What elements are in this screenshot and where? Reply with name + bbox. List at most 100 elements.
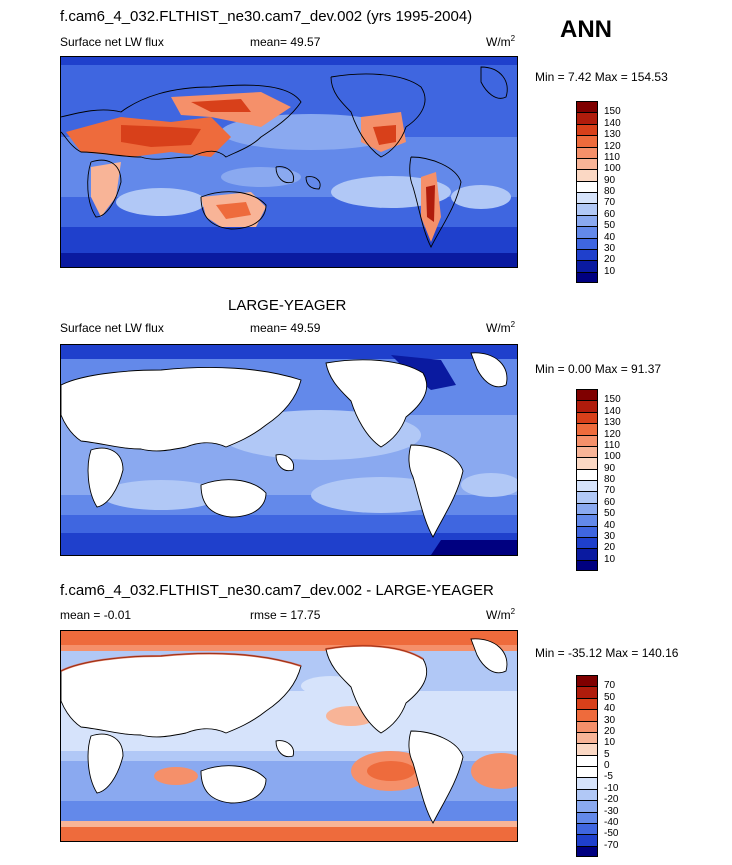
colorbar-tick-label: 90 bbox=[604, 174, 616, 186]
colorbar-swatch bbox=[577, 812, 597, 824]
colorbar-tick-label: -40 bbox=[604, 816, 619, 828]
panel-2-map bbox=[60, 344, 518, 556]
colorbar-swatch bbox=[577, 238, 597, 250]
colorbar-swatch bbox=[577, 458, 597, 470]
colorbar-tick-label: 30 bbox=[604, 530, 616, 542]
colorbar-tick-label: 110 bbox=[604, 439, 620, 451]
colorbar-tick-label: 60 bbox=[604, 496, 616, 508]
colorbar-tick-label: 120 bbox=[604, 428, 621, 440]
colorbar-tick-label: 100 bbox=[604, 451, 621, 463]
colorbar-swatch bbox=[577, 272, 597, 282]
colorbar-tick-label: -50 bbox=[604, 828, 619, 840]
colorbar-swatch bbox=[577, 537, 597, 550]
colorbar-swatch bbox=[577, 503, 597, 516]
colorbar-swatch bbox=[577, 158, 597, 171]
colorbar-tick-label: 20 bbox=[604, 725, 616, 737]
colorbar-swatch bbox=[577, 778, 597, 790]
colorbar-tick-label: 120 bbox=[604, 140, 621, 152]
panel-3-units: W/m2 bbox=[486, 607, 516, 622]
colorbar-tick-label: 40 bbox=[604, 519, 616, 531]
colorbar-tick-label: 150 bbox=[604, 106, 621, 118]
panel-1-minmax: Min = 7.42 Max = 154.53 bbox=[535, 70, 668, 84]
colorbar-swatch bbox=[577, 193, 597, 205]
panel-3-minmax: Min = -35.12 Max = 140.16 bbox=[535, 646, 679, 660]
panel-1-map bbox=[60, 56, 518, 268]
colorbar-tick-label: 10 bbox=[604, 737, 616, 749]
colorbar-swatch bbox=[577, 767, 597, 779]
colorbar-tick-label: 140 bbox=[604, 117, 621, 129]
colorbar-swatch bbox=[577, 249, 597, 262]
colorbar-swatch bbox=[577, 721, 597, 733]
panel-2-mean: mean= 49.59 bbox=[250, 321, 321, 335]
colorbar-swatch bbox=[577, 515, 597, 527]
colorbar-swatch bbox=[577, 181, 597, 193]
colorbar-swatch bbox=[577, 102, 597, 114]
colorbar-swatch bbox=[577, 676, 597, 688]
colorbar-swatch bbox=[577, 823, 597, 836]
panel-3-rmse: rmse = 17.75 bbox=[250, 608, 321, 622]
colorbar-tick-label: 5 bbox=[604, 748, 610, 760]
colorbar-swatch bbox=[577, 215, 597, 228]
colorbar-swatch bbox=[577, 390, 597, 402]
panel-1-mean: mean= 49.57 bbox=[250, 35, 321, 49]
colorbar-swatch bbox=[577, 227, 597, 239]
colorbar-tick-label: 130 bbox=[604, 417, 621, 429]
colorbar-swatch bbox=[577, 755, 597, 767]
colorbar-swatch bbox=[577, 113, 597, 125]
colorbar-swatch bbox=[577, 446, 597, 459]
colorbar-swatch bbox=[577, 560, 597, 570]
panel-2-units: W/m2 bbox=[486, 320, 516, 335]
colorbar-tick-label: -20 bbox=[604, 794, 619, 806]
colorbar-tick-label: 50 bbox=[604, 508, 616, 520]
panel-3-title: f.cam6_4_032.FLTHIST_ne30.cam7_dev.002 -… bbox=[60, 582, 494, 599]
colorbar-tick-label: 130 bbox=[604, 129, 621, 141]
colorbar-tick-label: 50 bbox=[604, 220, 616, 232]
colorbar-tick-label: 70 bbox=[604, 485, 616, 497]
colorbar-tick-label: -30 bbox=[604, 805, 619, 817]
colorbar-tick-label: 80 bbox=[604, 474, 616, 485]
colorbar-tick-label: 60 bbox=[604, 208, 616, 220]
colorbar-swatch bbox=[577, 401, 597, 413]
colorbar-swatch bbox=[577, 412, 597, 425]
colorbar-swatch bbox=[577, 835, 597, 847]
colorbar-tick-label: 40 bbox=[604, 231, 616, 243]
panel-3-colorbar bbox=[576, 675, 598, 857]
colorbar-swatch bbox=[577, 526, 597, 538]
colorbar-swatch bbox=[577, 549, 597, 561]
colorbar-tick-label: 80 bbox=[604, 186, 616, 197]
panel-2-colorbar bbox=[576, 389, 598, 571]
colorbar-tick-label: -10 bbox=[604, 782, 619, 794]
colorbar-swatch bbox=[577, 789, 597, 802]
colorbar-tick-label: 150 bbox=[604, 394, 621, 406]
panel-1-title: f.cam6_4_032.FLTHIST_ne30.cam7_dev.002 (… bbox=[60, 8, 473, 25]
colorbar-swatch bbox=[577, 687, 597, 699]
panel-1-colorbar bbox=[576, 101, 598, 283]
colorbar-swatch bbox=[577, 124, 597, 137]
colorbar-swatch bbox=[577, 424, 597, 436]
panel-3-mean: mean = -0.01 bbox=[60, 608, 132, 622]
colorbar-tick-label: 0 bbox=[604, 760, 610, 771]
colorbar-tick-label: 50 bbox=[604, 691, 616, 703]
colorbar-tick-label: 40 bbox=[604, 703, 616, 715]
colorbar-tick-label: -70 bbox=[604, 839, 619, 851]
colorbar-swatch bbox=[577, 492, 597, 504]
colorbar-tick-label: 30 bbox=[604, 242, 616, 254]
panel-2-variable: Surface net LW flux bbox=[60, 321, 164, 335]
colorbar-tick-label: 30 bbox=[604, 714, 616, 726]
colorbar-swatch bbox=[577, 710, 597, 722]
colorbar-swatch bbox=[577, 698, 597, 711]
colorbar-swatch bbox=[577, 481, 597, 493]
colorbar-swatch bbox=[577, 744, 597, 756]
colorbar-tick-label: 20 bbox=[604, 254, 616, 266]
colorbar-tick-label: 70 bbox=[604, 197, 616, 209]
colorbar-tick-label: 140 bbox=[604, 405, 621, 417]
colorbar-tick-label: 100 bbox=[604, 163, 621, 175]
colorbar-swatch bbox=[577, 147, 597, 159]
colorbar-swatch bbox=[577, 261, 597, 273]
colorbar-swatch bbox=[577, 170, 597, 182]
colorbar-swatch bbox=[577, 846, 597, 856]
colorbar-tick-label: 90 bbox=[604, 462, 616, 474]
panel-1-units: W/m2 bbox=[486, 34, 516, 49]
colorbar-swatch bbox=[577, 801, 597, 813]
panel-2-title: LARGE-YEAGER bbox=[228, 297, 347, 314]
